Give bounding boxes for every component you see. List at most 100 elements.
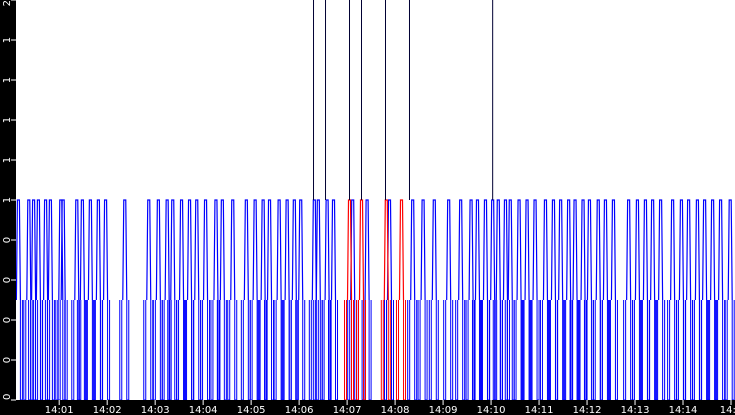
x-tick-label: 14:05 — [237, 405, 266, 415]
high-pulse — [383, 199, 389, 301]
high-pulse — [474, 199, 481, 301]
high-pulse — [146, 199, 152, 301]
high-pulse — [102, 199, 109, 301]
high-pulse — [58, 199, 64, 301]
high-pulse — [658, 199, 664, 301]
high-pulse — [164, 199, 170, 301]
y-tick-label: 0 — [2, 317, 13, 323]
high-pulse — [15, 199, 21, 301]
high-pulse — [178, 199, 185, 301]
high-pulse — [532, 199, 538, 301]
y-tick-label: 1 — [2, 117, 13, 123]
high-pulse — [47, 199, 53, 301]
high-pulse — [298, 199, 304, 301]
y-tick-label: 0 — [2, 394, 13, 400]
high-pulse — [276, 199, 282, 301]
high-pulse — [420, 199, 426, 301]
high-pulse — [243, 199, 249, 301]
high-pulse — [468, 199, 474, 301]
high-pulse — [516, 199, 522, 301]
high-pulse — [87, 199, 93, 301]
high-pulse — [266, 199, 273, 301]
x-tick-label: 14:10 — [477, 405, 506, 415]
high-pulse — [194, 199, 200, 301]
high-pulse — [558, 199, 564, 301]
high-pulse — [431, 199, 437, 301]
x-tick-label: 14:06 — [285, 405, 314, 415]
y-tick-label: 0 — [2, 237, 13, 243]
y-axis: 2 1 1 1 1 1 0 0 0 0 0 — [2, 0, 16, 401]
high-pulse — [678, 199, 685, 301]
high-pulse — [502, 199, 509, 301]
high-pulse — [219, 199, 225, 301]
high-pulse — [718, 199, 724, 301]
high-pulse — [315, 199, 321, 301]
high-pulse — [542, 199, 549, 301]
high-pulse — [686, 199, 692, 301]
x-tick-label: 14:03 — [141, 405, 170, 415]
high-pulse — [602, 199, 609, 301]
high-pulse — [364, 199, 370, 301]
high-pulse — [446, 199, 452, 301]
x-axis-bar — [0, 400, 735, 415]
x-tick-label: 14:04 — [189, 405, 218, 415]
high-pulse — [642, 199, 649, 301]
x-tick-label: 14:09 — [429, 405, 458, 415]
high-pulse — [566, 199, 572, 301]
x-tick-label: 14:11 — [525, 405, 554, 415]
x-tick-label: 14:1 — [720, 405, 735, 415]
x-axis: 14:01 14:02 14:03 14:04 14:05 14:06 14:07 14:08… — [45, 400, 735, 415]
x-tick-label: 14:14 — [669, 405, 698, 415]
high-pulse — [230, 199, 236, 301]
high-pulse — [311, 199, 317, 301]
high-pulse — [495, 199, 501, 301]
y-tick-label: 1 — [2, 37, 13, 43]
high-pulse — [79, 199, 85, 301]
high-pulse — [550, 199, 557, 301]
high-pulse — [202, 199, 209, 301]
high-pulse — [260, 199, 266, 301]
high-pulse — [170, 199, 176, 301]
high-pulse — [291, 199, 297, 301]
x-tick-label: 14:13 — [621, 405, 650, 415]
high-pulse — [626, 199, 632, 301]
series-red — [344, 199, 406, 401]
high-pulse — [694, 199, 701, 301]
high-pulse — [95, 199, 101, 301]
x-tick-label: 14:07 — [333, 405, 362, 415]
series-spike — [313, 0, 494, 200]
high-pulse — [650, 199, 656, 301]
high-pulse — [35, 199, 41, 301]
high-pulse — [26, 199, 32, 301]
high-pulse — [324, 199, 330, 301]
high-pulse — [284, 199, 290, 301]
high-pulse — [610, 199, 617, 301]
high-pulse — [398, 199, 405, 301]
high-pulse — [580, 199, 586, 301]
high-pulse — [42, 199, 49, 301]
x-tick-label: 14:12 — [573, 405, 602, 415]
y-tick-label: 2 — [2, 0, 13, 6]
high-pulse — [410, 199, 416, 301]
high-pulse — [572, 199, 578, 301]
high-pulse — [727, 199, 733, 301]
y-axis-bar — [0, 0, 16, 415]
high-pulse — [710, 199, 716, 301]
x-tick-label: 14:08 — [381, 405, 410, 415]
y-tick-label: 1 — [2, 77, 13, 83]
high-pulse — [60, 199, 66, 301]
high-pulse — [586, 199, 593, 301]
high-pulse — [702, 199, 708, 301]
high-pulse — [524, 199, 530, 301]
high-pulse — [330, 199, 337, 301]
high-pulse — [507, 199, 513, 301]
high-pulse — [595, 199, 601, 301]
y-tick-label: 1 — [2, 197, 13, 203]
y-tick-label: 0 — [2, 357, 13, 363]
x-tick-label: 14:01 — [45, 405, 74, 415]
high-pulse — [122, 199, 128, 301]
y-tick-label: 1 — [2, 157, 13, 163]
high-pulse — [30, 199, 37, 301]
